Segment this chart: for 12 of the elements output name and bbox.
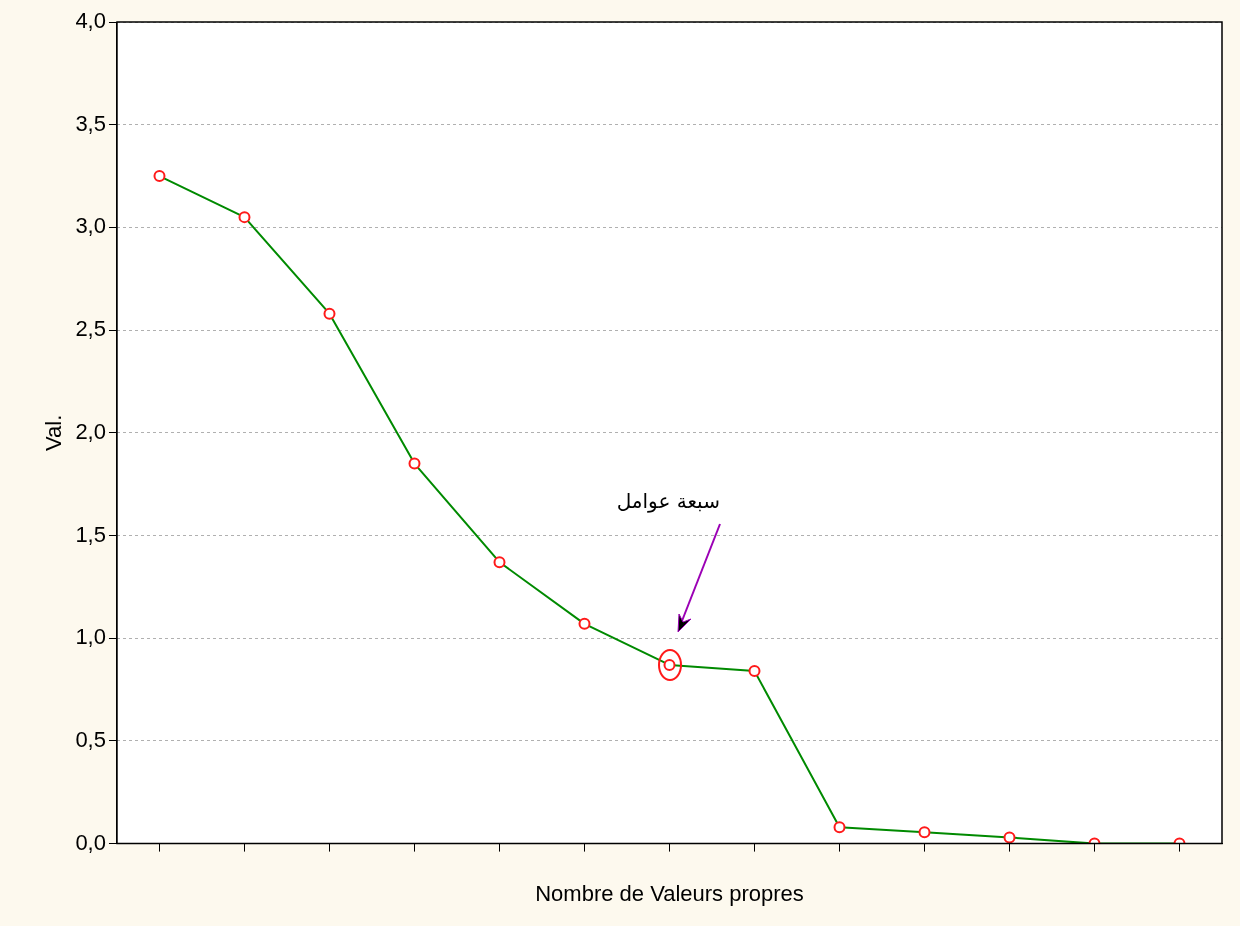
y-axis-title: Val. <box>41 414 67 451</box>
y-tick-label: 4,0 <box>75 8 106 34</box>
y-tick-label: 3,5 <box>75 110 106 136</box>
x-axis-title: Nombre de Valeurs propres <box>535 880 804 906</box>
y-tick-label: 0,5 <box>75 726 106 752</box>
y-tick-label: 1,0 <box>75 624 106 650</box>
y-tick-label: 3,0 <box>75 213 106 239</box>
y-tick-label: 2,5 <box>75 316 106 342</box>
annotation: سبعة عوامل <box>616 488 720 513</box>
y-tick-label: 0,0 <box>75 829 106 855</box>
y-tick-label: 2,0 <box>75 418 106 444</box>
y-tick-label: 1,5 <box>75 521 106 547</box>
